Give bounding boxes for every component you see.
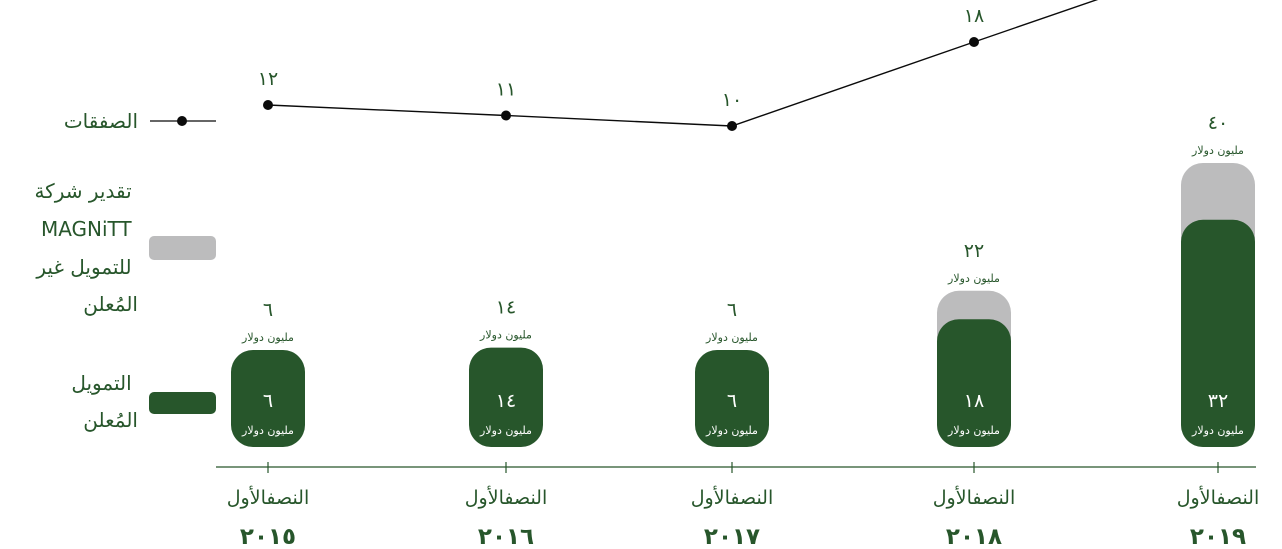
x-tick-label-1: النصفالأول [465,486,548,509]
bar-inner-value-4: ٣٢ [1208,390,1228,412]
bar-disclosed-0 [231,350,305,447]
x-tick-year-1: ٢٠١٦ [478,524,534,549]
x-tick-year-0: ٢٠١٥ [240,524,296,549]
deals-label-1: ١١ [496,79,516,101]
bar-inner-unit-0: مليون دولار [241,424,294,437]
x-tick-year-2: ٢٠١٧ [704,524,760,549]
bar-inner-value-2: ٦ [727,390,737,412]
bar-disclosed-3 [937,319,1011,447]
legend-disclosed-line-1: التمويل [71,371,131,395]
bar-disclosed-2 [695,350,769,447]
deals-point-2 [727,121,737,131]
deals-point-3 [969,37,979,47]
bar-inner-unit-4: مليون دولار [1191,424,1244,437]
deals-point-1 [501,110,511,121]
x-tick-label-4: النصفالأول [1177,486,1260,509]
bar-inner-unit-3: مليون دولار [947,424,1000,437]
x-axis: النصفالأول ٢٠١٥ النصفالأول ٢٠١٦ النصفالأول ٢٠… [216,462,1259,549]
bar-disclosed-4 [1181,219,1255,447]
legend-disclosed-line-2: المُعلن [83,408,138,432]
deals-line [267,0,1099,127]
bar-total-value-4: ٤٠ [1208,112,1228,134]
bar-inner-value-0: ٦ [263,390,273,412]
bars-layer: ٦ مليون دولار ٦ مليون دولار ١٤ مليون دولار ١٤ م… [231,112,1255,447]
bar-inner-value-3: ١٨ [964,390,984,412]
legend-estimate-line-1: تقدير شركة [34,179,131,203]
legend-estimate-line-4: المُعلن [83,292,138,316]
x-tick-label-2: النصفالأول [691,486,774,509]
legend-estimate-swatch [149,236,216,260]
bar-total-value-1: ١٤ [496,297,516,319]
legend-estimate-line-3: للتمويل غير [35,255,131,279]
bar-inner-value-1: ١٤ [496,390,516,412]
x-tick-year-4: ٢٠١٩ [1190,524,1246,549]
bar-total-value-0: ٦ [263,299,273,321]
x-tick-label-3: النصفالأول [933,486,1016,509]
legend-estimate-label: تقدير شركة MAGNiTT للتمويل غير المُعلن [34,179,138,316]
deals-line-layer: ١٢١١١٠١٨٢٦ [258,0,1099,131]
bar-total-unit-3: مليون دولار [947,272,1000,285]
bar-total-unit-0: مليون دولار [241,331,294,344]
bar-total-value-2: ٦ [727,299,737,321]
bar-total-unit-1: مليون دولار [479,329,532,342]
deals-point-0 [263,100,273,110]
bar-total-unit-2: مليون دولار [705,331,758,344]
legend: الصفقات تقدير شركة MAGNiTT للتمويل غير ا… [34,109,216,432]
x-tick-label-0: النصفالأول [227,486,310,509]
bar-disclosed-1 [469,347,543,447]
bar-total-value-3: ٢٢ [964,240,984,262]
legend-estimate-line-2: MAGNiTT [41,217,132,241]
legend-disclosed-swatch [149,392,216,414]
x-tick-year-3: ٢٠١٨ [946,524,1002,549]
legend-deals-dot-icon [177,116,187,126]
bar-inner-unit-1: مليون دولار [479,424,532,437]
deals-label-2: ١٠ [722,89,742,111]
legend-disclosed-label: التمويل المُعلن [71,371,138,432]
bar-inner-unit-2: مليون دولار [705,424,758,437]
bar-total-unit-4: مليون دولار [1191,144,1244,157]
deals-label-3: ١٨ [964,5,984,27]
legend-deals-label: الصفقات [64,109,138,133]
deals-label-0: ١٢ [258,68,278,90]
